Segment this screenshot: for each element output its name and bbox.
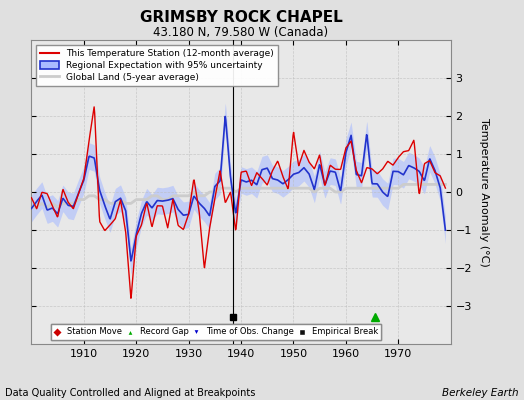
Y-axis label: Temperature Anomaly (°C): Temperature Anomaly (°C) (479, 118, 489, 266)
Text: GRIMSBY ROCK CHAPEL: GRIMSBY ROCK CHAPEL (140, 10, 342, 25)
Text: Data Quality Controlled and Aligned at Breakpoints: Data Quality Controlled and Aligned at B… (5, 388, 256, 398)
Text: Berkeley Earth: Berkeley Earth (442, 388, 519, 398)
Legend: Station Move, Record Gap, Time of Obs. Change, Empirical Break: Station Move, Record Gap, Time of Obs. C… (51, 324, 381, 340)
Text: 43.180 N, 79.580 W (Canada): 43.180 N, 79.580 W (Canada) (154, 26, 329, 39)
